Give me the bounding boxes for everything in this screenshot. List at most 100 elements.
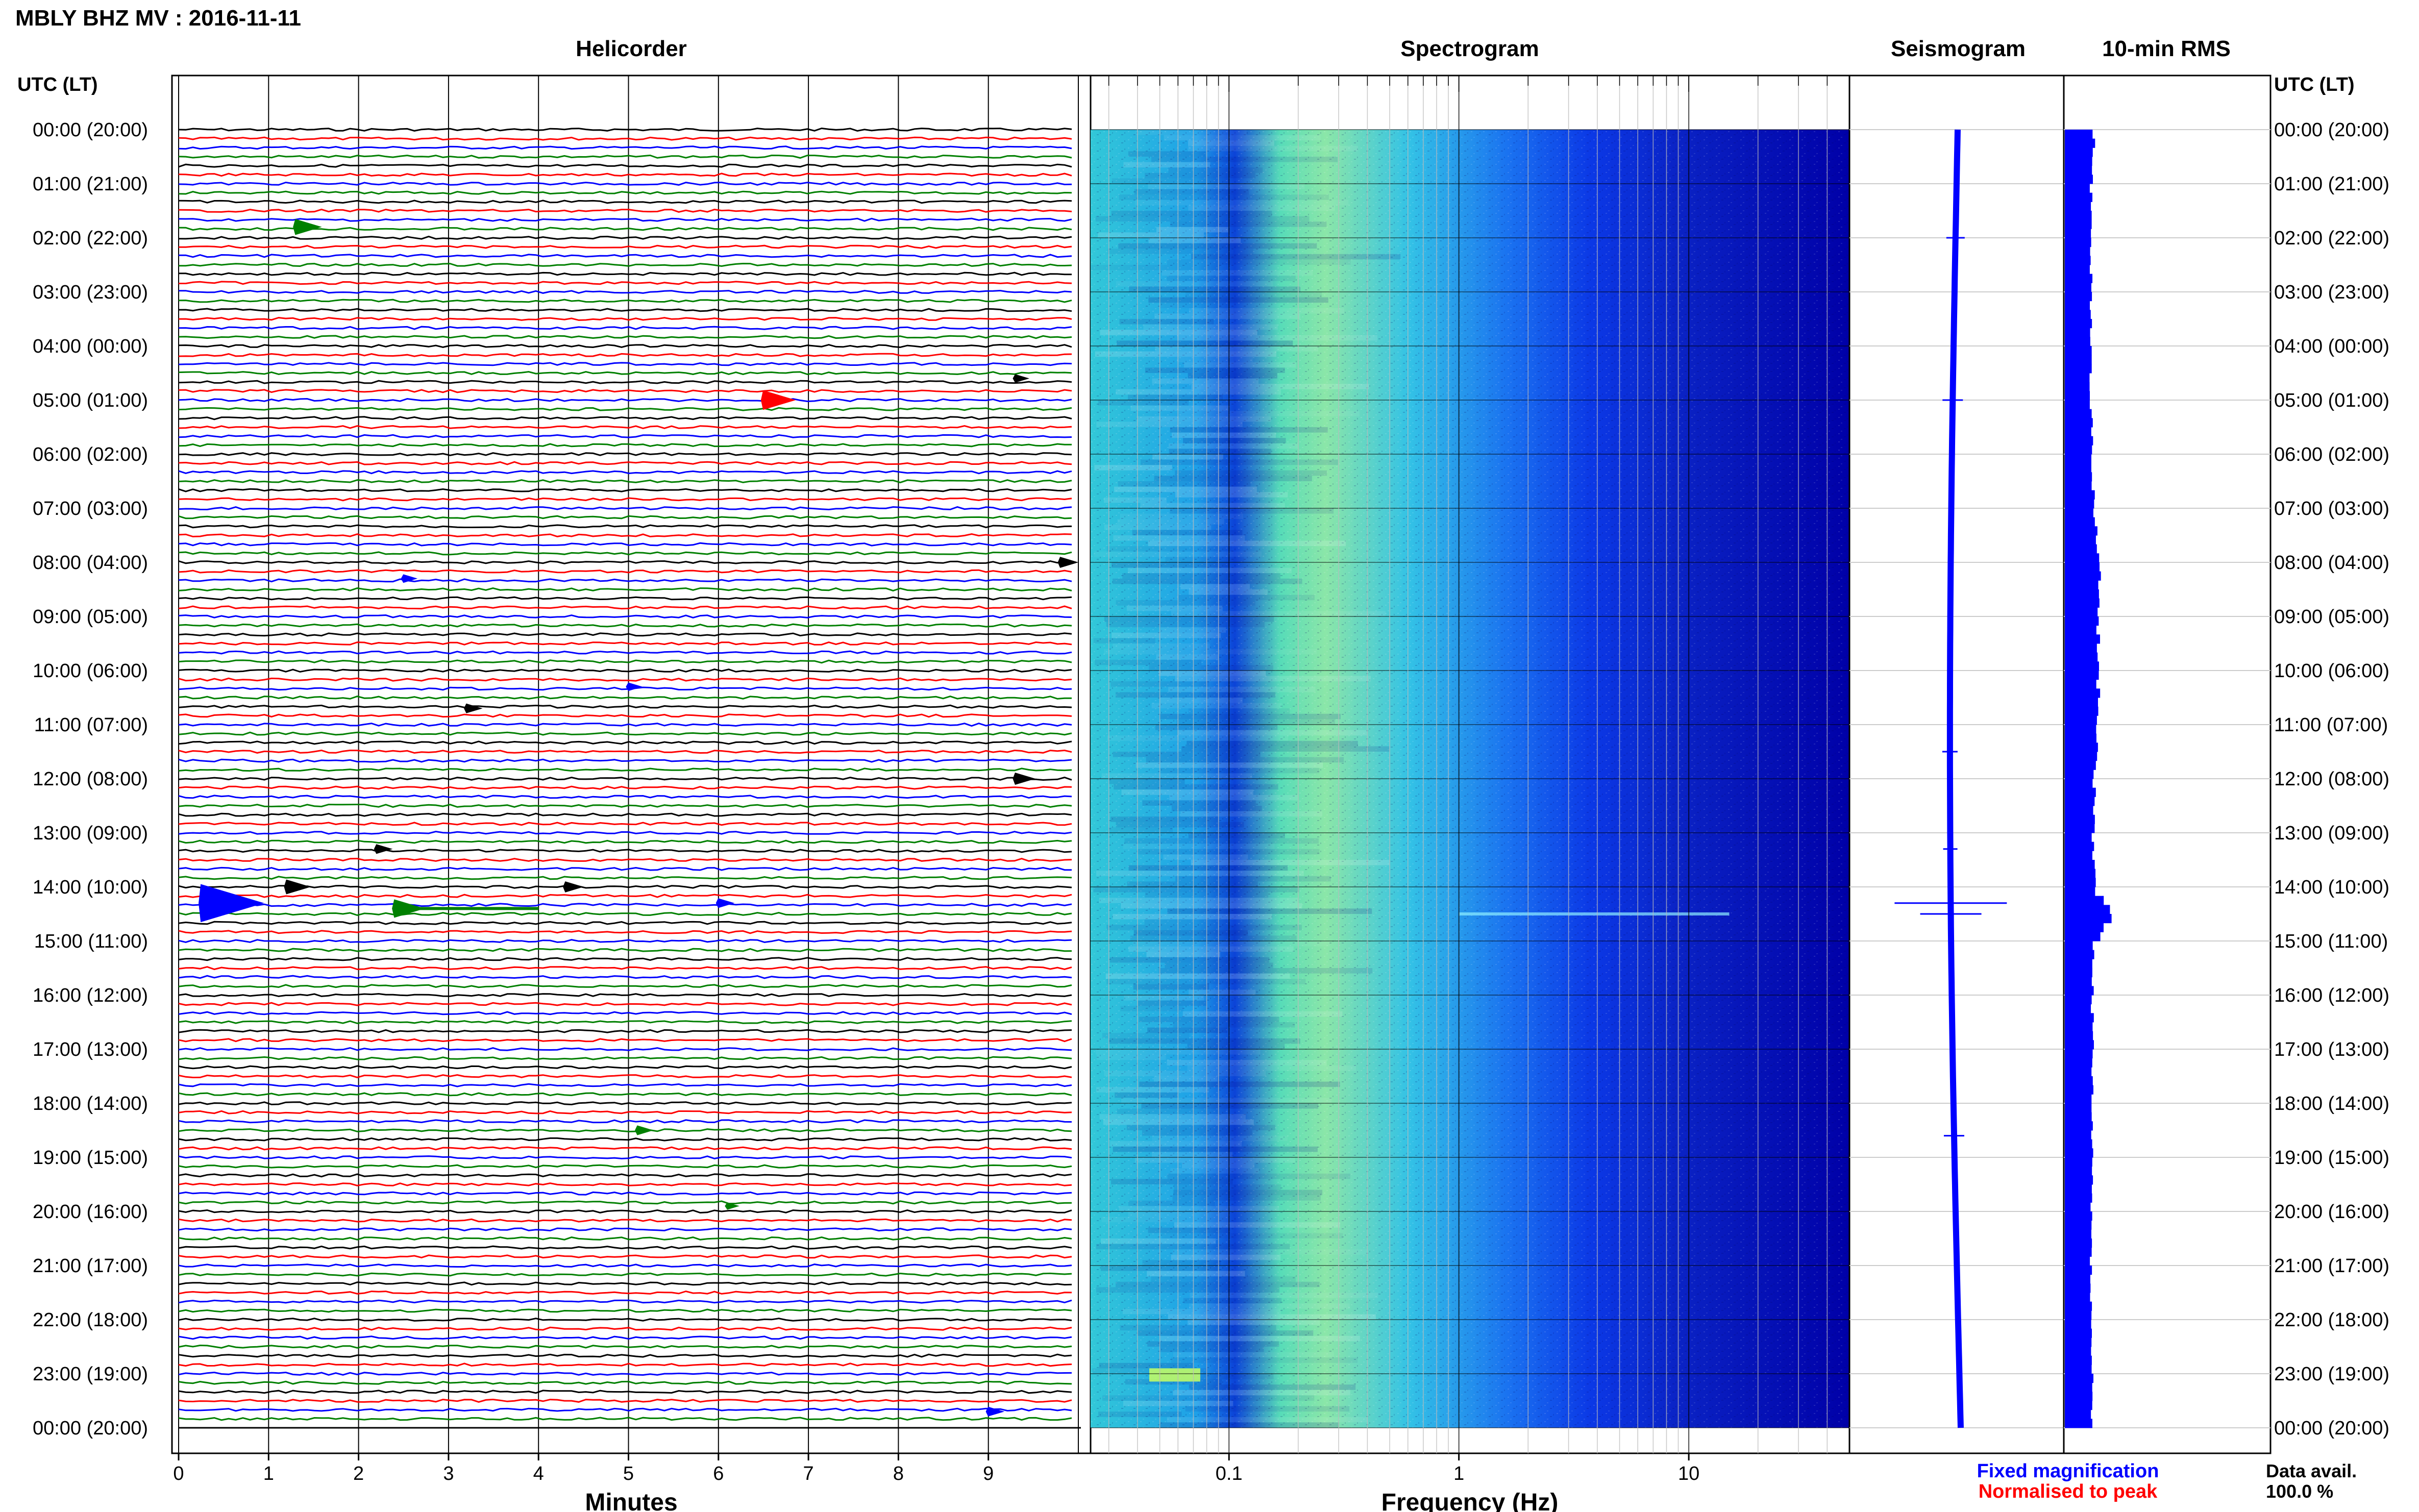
helicorder-trace <box>178 1263 1072 1268</box>
left-hour-label: 13:00 (09:00) <box>33 823 148 844</box>
spectrogram-band <box>1144 919 1228 925</box>
rms-bar <box>2065 202 2091 211</box>
rms-bar <box>2065 292 2092 302</box>
rms-bar <box>2065 463 2091 473</box>
right-hour-label: 03:00 (23:00) <box>2274 282 2389 303</box>
rms-bar <box>2065 1067 2092 1077</box>
spectrogram-band <box>1151 157 1338 162</box>
spectrogram-band <box>1118 481 1251 487</box>
helicorder-x-tick-label: 9 <box>983 1463 994 1484</box>
spectrogram-band <box>1170 427 1328 433</box>
spectrogram-bands <box>1091 130 1730 1428</box>
rms-bar <box>2065 607 2098 617</box>
rms-bar <box>2065 1166 2092 1176</box>
spectrogram-band <box>1102 1033 1190 1038</box>
rms-bar <box>2065 246 2090 256</box>
helicorder-trace <box>178 1128 1072 1133</box>
helicorder-trace <box>178 686 1072 691</box>
helicorder-trace <box>178 776 1072 781</box>
helicorder-trace <box>178 984 1072 988</box>
spectrogram-band <box>1098 232 1204 238</box>
rms-bar <box>2065 454 2091 464</box>
helicorder-trace <box>178 866 1072 871</box>
helicorder-trace <box>178 163 1072 168</box>
spectrogram-band <box>1111 1179 1233 1184</box>
helicorder-trace <box>178 425 1072 430</box>
helicorder-trace <box>178 1074 1072 1079</box>
rms-bar <box>2065 1121 2093 1131</box>
rms-bar <box>2065 526 2097 536</box>
left-hour-label: 19:00 (15:00) <box>33 1147 148 1169</box>
spectrogram-band <box>1126 605 1223 611</box>
spectrogram-x-tick-label: 0.1 <box>1216 1463 1243 1484</box>
helicorder-trace <box>178 740 1072 745</box>
spectrogram-band <box>1137 416 1271 422</box>
helicorder-event <box>1013 772 1036 785</box>
left-hour-label: 15:00 (11:00) <box>34 931 148 952</box>
left-hour-label: 05:00 (01:00) <box>33 390 148 411</box>
rms-bar <box>2065 625 2096 635</box>
rms-bar <box>2065 1031 2093 1040</box>
spectrogram-band <box>1101 773 1252 779</box>
helicorder-trace <box>178 939 1072 944</box>
right-hour-label: 21:00 (17:00) <box>2274 1255 2389 1277</box>
helicorder-trace <box>178 1318 1072 1322</box>
left-hour-label: 03:00 (23:00) <box>33 282 148 303</box>
helicorder-traces <box>178 127 1081 1429</box>
spectrogram-band <box>1106 925 1302 930</box>
rms-bar <box>2065 634 2100 644</box>
rms-bar <box>2065 1347 2091 1356</box>
spectrogram-band <box>1190 1293 1378 1298</box>
spectrogram-band <box>1175 492 1288 498</box>
spectrogram-band <box>1132 530 1243 535</box>
spectrogram-band <box>1114 784 1278 790</box>
right-hour-label: 04:00 (00:00) <box>2274 336 2389 357</box>
helicorder-trace <box>178 1092 1072 1097</box>
spectrogram-band <box>1145 367 1285 373</box>
spectrogram-band <box>1148 238 1241 243</box>
spectrogram-band <box>1177 594 1315 601</box>
helicorder-trace <box>178 380 1072 384</box>
helicorder-trace <box>178 767 1072 772</box>
spectrogram-band <box>1124 838 1319 844</box>
helicorder-trace <box>178 957 1072 961</box>
spectrogram-band <box>1191 860 1390 865</box>
spectrogram-band <box>1187 1044 1285 1049</box>
rms-bar <box>2065 1293 2090 1302</box>
rms-bar <box>2065 1094 2092 1104</box>
rms-bar <box>2065 715 2097 725</box>
spectrogram-band <box>1103 497 1167 503</box>
spectrogram-band <box>1159 698 1243 703</box>
spectrogram-band <box>1176 719 1336 725</box>
spectrogram-band <box>1185 292 1322 298</box>
rms-bar <box>2065 1103 2092 1113</box>
spectrogram-band <box>1155 346 1318 352</box>
helicorder-trace <box>178 1326 1072 1331</box>
rms-bar <box>2065 1238 2092 1248</box>
spectrogram-band <box>1102 1395 1315 1401</box>
right-hour-label: 05:00 (01:00) <box>2274 390 2389 411</box>
helicorder-trace <box>178 1398 1072 1403</box>
helicorder-trace <box>178 362 1072 366</box>
spectrogram-band <box>1117 1108 1226 1114</box>
spectrogram-band <box>1167 1173 1350 1179</box>
helicorder-trace <box>178 812 1072 817</box>
rms-bar <box>2065 175 2093 184</box>
rms-bar <box>2065 787 2096 797</box>
spectrogram-band <box>1129 286 1301 292</box>
spectrogram-band <box>1145 172 1256 179</box>
rms-bar <box>2065 219 2092 229</box>
spectrogram-title: Spectrogram <box>1400 36 1539 61</box>
helicorder-trace <box>178 416 1072 420</box>
rms-bar <box>2065 1148 2093 1158</box>
right-hour-label: 19:00 (15:00) <box>2274 1147 2389 1169</box>
spectrogram-band <box>1146 757 1344 763</box>
spectrogram-band <box>1177 335 1377 341</box>
spectrogram-band <box>1104 1071 1266 1076</box>
spectrogram-band <box>1116 389 1281 395</box>
helicorder-trace <box>178 335 1072 339</box>
right-hour-label: 01:00 (21:00) <box>2274 173 2389 195</box>
rms-bar <box>2065 265 2090 275</box>
helicorder-trace <box>178 1272 1072 1277</box>
left-hour-labels: 00:00 (20:00) 01:00 (21:00) 02:00 (22:00) 0… <box>33 119 148 1439</box>
